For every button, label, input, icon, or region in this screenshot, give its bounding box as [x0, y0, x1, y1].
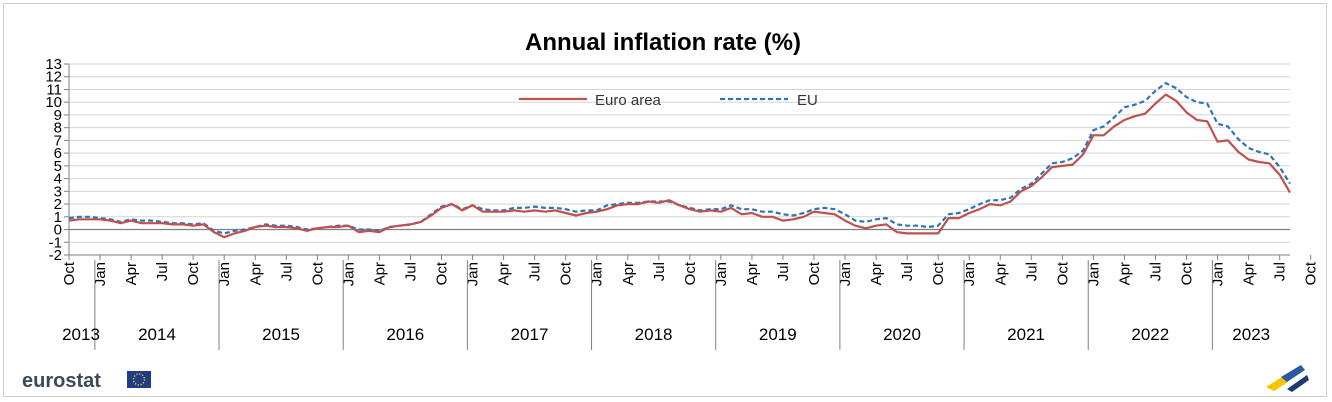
year-label: 2015 [262, 325, 300, 344]
x-tick-label: Oct [309, 261, 326, 285]
x-tick-label: Jan [837, 262, 854, 286]
x-tick-label: Jan [961, 262, 978, 286]
x-tick-label: Jan [216, 262, 233, 286]
x-tick-label: Apr [744, 262, 761, 285]
axes [68, 64, 1290, 256]
eu-flag-icon [127, 371, 151, 388]
eurostat-wordmark: eurostat [22, 370, 101, 392]
y-tick-label: 2 [54, 196, 62, 213]
y-tick-label: 1 [54, 209, 62, 226]
x-tick-label: Jul [1272, 262, 1289, 281]
x-tick-label: Jul [775, 262, 792, 281]
x-tick-label: Apr [496, 262, 513, 285]
x-tick-label: Apr [1116, 262, 1133, 285]
y-tick-label: 11 [46, 81, 62, 98]
x-tick-label: Jan [92, 262, 109, 286]
x-tick-label: Apr [247, 262, 264, 285]
chart-title: Annual inflation rate (%) [525, 29, 801, 56]
series-line-euro-area [68, 93, 1291, 239]
chart-frame: Annual inflation rate (%) -2 -1 0 1 2 3 4 5 6 7 8 9… [3, 3, 1327, 397]
y-tick-label: 7 [54, 132, 62, 149]
x-tick-label: Oct [1054, 261, 1071, 285]
x-tick-label: Jan [465, 262, 482, 286]
x-tick-label: Oct [61, 261, 78, 285]
x-tick-label: Apr [868, 262, 885, 285]
legend-label-euro-area: Euro area [595, 92, 662, 109]
x-tick-label: Jan [1210, 262, 1227, 286]
inflation-chart: Annual inflation rate (%) -2-10123456789… [22, 29, 1320, 392]
year-label: 2017 [511, 325, 549, 344]
x-axis: Oct Jan Apr Jul Oct Jan Apr Jul Oct Jan Apr Jul Oct J… [61, 255, 1320, 286]
x-tick-label: Oct [930, 261, 947, 285]
x-tick-label: Jul [154, 262, 171, 281]
legend-label-eu: EU [797, 92, 818, 109]
x-tick-label: Apr [992, 262, 1009, 285]
x-tick-label: Apr [371, 262, 388, 285]
y-tick-label: 4 [54, 171, 62, 188]
y-tick-label: -1 [49, 234, 62, 251]
y-tick-label: 3 [54, 183, 62, 200]
x-tick-label: Jul [278, 262, 295, 281]
year-label: 2018 [635, 325, 673, 344]
legend: Euro area EU [519, 92, 818, 109]
x-tick-label: Jan [713, 262, 730, 286]
series-line-eu [68, 82, 1291, 235]
year-label: 2022 [1131, 325, 1169, 344]
year-label: 2019 [759, 325, 797, 344]
y-tick-label: 10 [45, 94, 62, 111]
x-tick-label: Oct [1179, 261, 1196, 285]
x-tick-label: Jul [527, 262, 544, 281]
year-label: 2016 [386, 325, 424, 344]
grid [69, 63, 1290, 256]
x-tick-label: Oct [682, 261, 699, 285]
year-label: 2021 [1007, 325, 1045, 344]
year-label: 2023 [1232, 325, 1270, 344]
x-tick-label: Jan [1085, 262, 1102, 286]
x-tick-label: Jan [589, 262, 606, 286]
eurostat-logo: eurostat [22, 370, 151, 392]
y-tick-label: 5 [54, 158, 62, 175]
x-tick-label: Apr [123, 262, 140, 285]
x-tick-label: Oct [1303, 261, 1320, 285]
x-tick-label: Jul [1148, 262, 1165, 281]
y-tick-label: 13 [45, 56, 62, 73]
x-tick-label: Oct [806, 261, 823, 285]
eurostat-corner-mark-icon [1266, 365, 1309, 392]
x-tick-label: Jan [340, 262, 357, 286]
y-tick-label: 8 [54, 120, 62, 137]
year-label: 2020 [883, 325, 921, 344]
y-tick-label: 9 [54, 107, 62, 124]
series-lines [68, 82, 1291, 239]
year-axis: 2013 2014 2015 2016 2017 2018 2019 2020 2021 2022… [62, 260, 1270, 350]
y-tick-label: 12 [45, 69, 62, 86]
x-tick-label: Oct [185, 261, 202, 285]
x-tick-label: Apr [620, 262, 637, 285]
x-tick-label: Jul [899, 262, 916, 281]
y-tick-label: -2 [49, 247, 62, 264]
y-tick-label: 6 [54, 145, 62, 162]
x-tick-label: Jul [651, 262, 668, 281]
year-label: 2014 [138, 325, 176, 344]
x-tick-label: Jul [403, 262, 420, 281]
x-tick-label: Oct [434, 261, 451, 285]
y-tick-label: 0 [54, 222, 62, 239]
x-tick-label: Apr [1241, 262, 1258, 285]
x-tick-label: Oct [558, 261, 575, 285]
year-label: 2013 [62, 325, 100, 344]
x-tick-label: Jul [1023, 262, 1040, 281]
